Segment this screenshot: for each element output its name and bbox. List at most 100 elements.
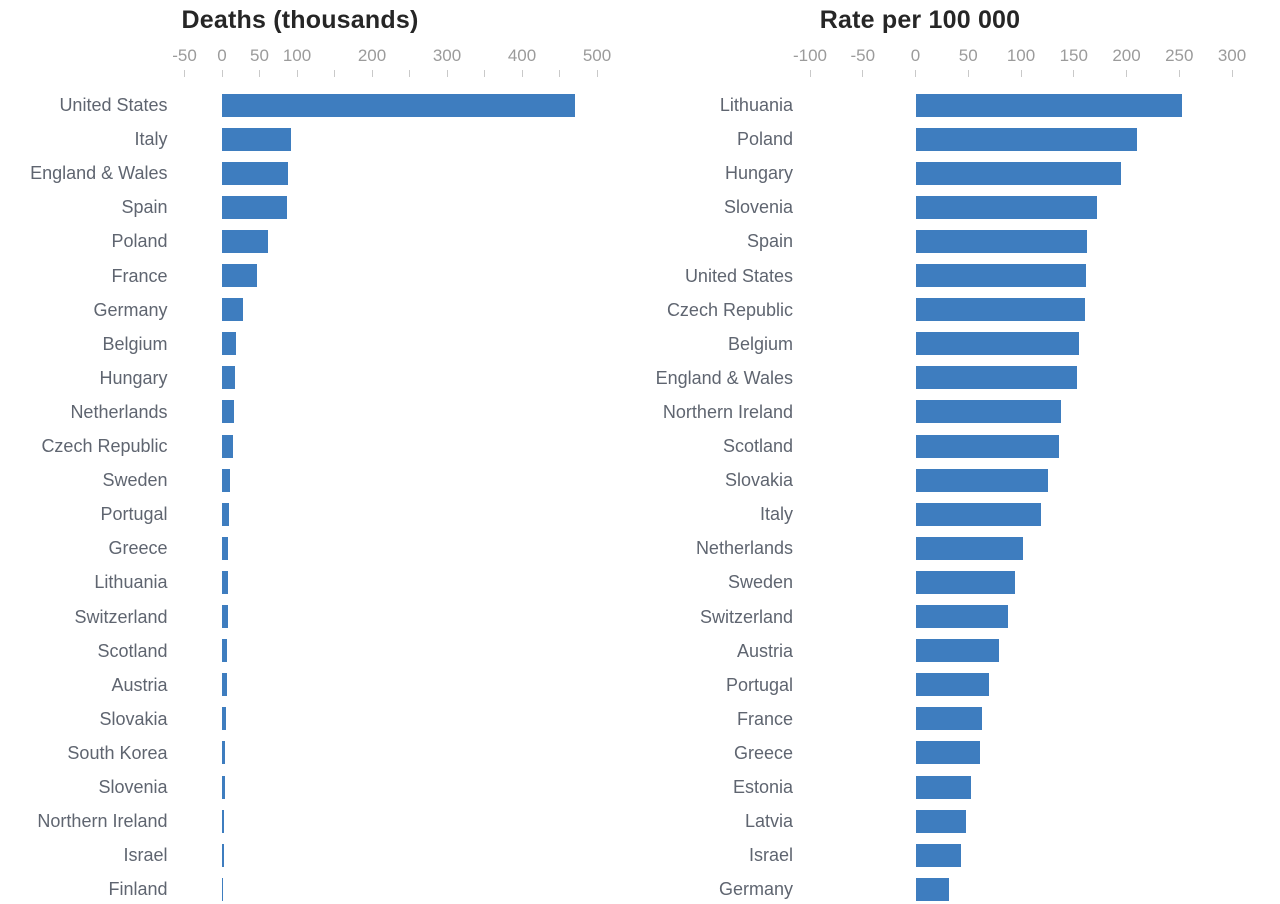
category-label-united-states: United States [684,265,793,286]
bar-scotland [222,639,228,663]
axis-tick-mark [967,70,969,77]
axis-tick-mark [409,70,410,77]
bar-portugal [915,673,990,697]
category-label-south-korea: South Korea [67,742,168,763]
bar-czech-republic [915,298,1086,322]
bar-israel [915,843,961,867]
category-label-england-wales: England & Wales [30,163,168,184]
bar-italy [915,502,1042,526]
category-label-czech-republic: Czech Republic [666,299,793,320]
category-label-netherlands: Netherlands [695,538,793,559]
category-label-hungary: Hungary [99,367,168,388]
bar-hungary [222,366,235,390]
chart-deaths-thousands: Deaths (thousands) -50 0 50 100 200 300 400 500… [30,6,612,901]
category-label-slovenia: Slovenia [98,777,168,797]
bar-slovenia [222,775,225,799]
bar-italy [222,127,291,151]
category-label-austria: Austria [111,674,168,695]
axis-tick-label: 300 [432,46,462,65]
category-label-hungary: Hungary [724,163,793,184]
category-label-estonia: Estonia [732,777,793,797]
bar-hungary [915,161,1122,185]
category-label-austria: Austria [736,640,793,661]
bar-france [915,707,982,731]
axis-tick-label: 50 [250,46,269,65]
axis-tick-label: 500 [582,46,612,65]
category-label-spain: Spain [121,197,168,218]
bar-scotland [915,434,1059,458]
axis-tick-label: 0 [910,46,921,65]
bar-northern-ireland [915,400,1062,424]
bar-slovakia [222,707,226,731]
category-label-northern-ireland: Northern Ireland [662,401,793,422]
axis-tick-mark [596,70,598,77]
category-label-lithuania: Lithuania [94,572,168,593]
bar-lithuania [222,570,228,594]
category-label-france: France [111,265,168,286]
bar-united-states [915,264,1087,287]
category-label-france: France [736,708,793,729]
axis-tick-label: -50 [850,46,876,65]
axis-tick-label: 100 [282,46,312,65]
category-label-sweden: Sweden [727,572,793,593]
axis-tick-mark [559,70,560,77]
category-label-germany: Germany [718,879,793,900]
axis-tick-label: 50 [958,46,978,65]
bar-israel [222,843,224,867]
category-label-united-states: United States [59,95,168,115]
bar-czech-republic [222,434,234,458]
bar-netherlands [222,400,234,424]
chart-title: Deaths (thousands) [181,6,419,34]
axis-tick-mark [809,70,811,77]
bar-greece [222,536,228,560]
axis-tick-mark [221,70,223,77]
category-label-spain: Spain [746,231,793,252]
category-label-portugal: Portugal [100,504,168,525]
bar-estonia [915,775,972,799]
bar-austria [222,673,228,697]
axis-tick-label: 150 [1059,46,1088,65]
category-label-portugal: Portugal [725,674,793,695]
category-label-belgium: Belgium [727,333,793,354]
bar-latvia [915,809,967,833]
bar-switzerland [915,605,1009,628]
category-label-germany: Germany [93,299,168,320]
bar-germany [222,298,243,322]
category-label-poland: Poland [736,129,793,150]
axis-tick-mark [296,70,298,77]
bar-slovakia [915,468,1049,492]
bar-belgium [915,332,1080,356]
plot-area: -50 0 50 100 200 300 400 500 United States Italy E… [30,46,612,901]
category-label-czech-republic: Czech Republic [41,436,168,456]
bar-germany [915,877,950,901]
axis-tick-mark [446,70,448,77]
axis-tick-label: 400 [507,46,537,65]
axis-tick-label: 250 [1165,46,1194,65]
category-label-scotland: Scotland [722,436,793,456]
category-label-israel: Israel [123,845,168,866]
bar-spain [222,195,287,219]
plot-area: -100 -50 0 50 100 150 200 250 300 Lithuania Poland… [640,0,1280,904]
axis-tick-mark [915,70,916,77]
category-label-greece: Greece [733,742,793,763]
category-label-finland: Finland [108,879,168,900]
category-label-sweden: Sweden [102,470,168,491]
axis-tick-label: 200 [1112,46,1141,65]
axis-tick-mark [184,70,185,77]
category-label-italy: Italy [134,129,168,150]
category-label-netherlands: Netherlands [70,401,168,422]
bar-sweden [222,468,231,492]
axis-tick-label: 0 [217,46,227,65]
category-label-slovakia: Slovakia [99,708,168,729]
axis-tick-mark [1178,70,1180,77]
category-label-slovakia: Slovakia [724,470,793,491]
axis-tick-mark [862,70,864,77]
category-label-greece: Greece [108,538,168,559]
axis-tick-mark [484,70,485,77]
category-label-switzerland: Switzerland [699,606,793,627]
category-label-scotland: Scotland [97,640,168,661]
bar-england-wales [222,161,288,185]
bar-austria [915,639,999,663]
axis-tick-mark [334,70,335,77]
bar-sweden [915,570,1015,594]
